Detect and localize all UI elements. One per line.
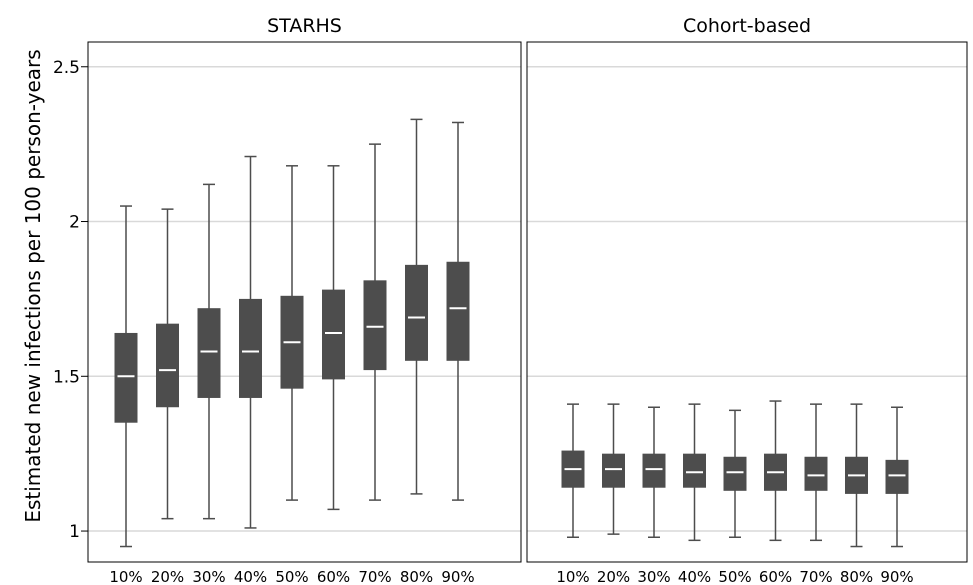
- iqr-box: [602, 453, 625, 488]
- iqr-box: [322, 289, 345, 380]
- x-category-label: 60%: [759, 568, 792, 585]
- y-axis-label: Estimated new infections per 100 person-…: [21, 49, 45, 522]
- iqr-box: [642, 453, 666, 488]
- y-tick-label: 1: [69, 522, 80, 542]
- x-category-label: 40%: [234, 568, 267, 585]
- x-category-label: 80%: [400, 568, 433, 585]
- x-category-label: 50%: [718, 568, 751, 585]
- y-tick-label: 2: [69, 213, 80, 233]
- iqr-box: [114, 332, 138, 423]
- x-category-label: 70%: [358, 568, 391, 585]
- iqr-box: [885, 459, 909, 494]
- y-tick-label: 1.5: [53, 367, 80, 387]
- x-category-label: 20%: [151, 568, 184, 585]
- iqr-box: [239, 298, 262, 398]
- panel-frame: [87, 41, 522, 563]
- x-category-label: 80%: [840, 568, 873, 585]
- x-category-label: 60%: [317, 568, 350, 585]
- x-category-label: 10%: [556, 568, 589, 585]
- iqr-box: [156, 323, 179, 408]
- iqr-box: [804, 456, 828, 491]
- x-category-label: 40%: [678, 568, 711, 585]
- panel-title: Cohort-based: [683, 15, 811, 37]
- iqr-box: [197, 308, 221, 398]
- x-category-label: 10%: [109, 568, 142, 585]
- x-category-label: 20%: [597, 568, 630, 585]
- x-category-label: 30%: [637, 568, 670, 585]
- iqr-box: [723, 456, 747, 491]
- x-category-label: 90%: [880, 568, 913, 585]
- x-category-label: 30%: [192, 568, 225, 585]
- iqr-box: [363, 280, 387, 371]
- iqr-box: [405, 264, 428, 361]
- panel-frame: [526, 41, 968, 563]
- y-tick-label: 2.5: [53, 58, 80, 78]
- x-category-label: 50%: [275, 568, 308, 585]
- iqr-box: [683, 453, 706, 488]
- x-category-label: 90%: [441, 568, 474, 585]
- x-category-label: 70%: [799, 568, 832, 585]
- panel-title: STARHS: [267, 15, 342, 37]
- iqr-box: [446, 261, 470, 361]
